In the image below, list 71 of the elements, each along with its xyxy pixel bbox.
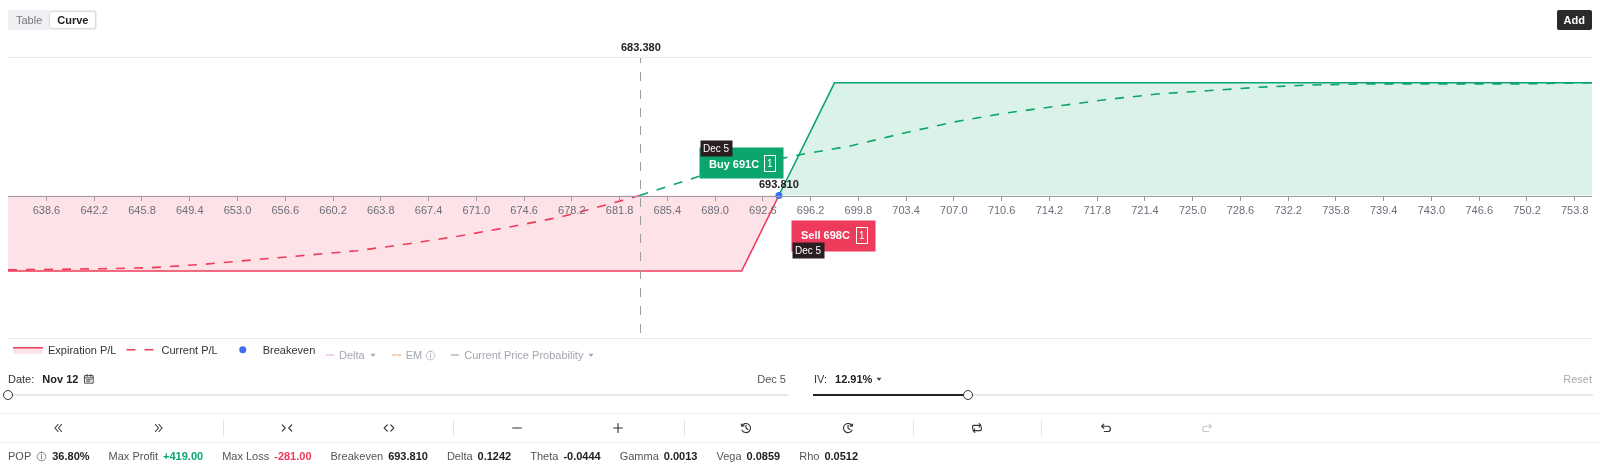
text: Dec 5	[757, 373, 786, 385]
x-tick-label: 642.2	[80, 203, 108, 216]
x-tick-label: 739.4	[1369, 203, 1398, 216]
x-tick-label: 703.4	[892, 203, 920, 216]
text: -0.0444	[563, 450, 601, 462]
x-tick-label: 674.6	[510, 203, 538, 216]
x-tick-label: 649.4	[175, 203, 204, 216]
text: Delta	[446, 450, 473, 462]
text: Vega	[716, 450, 742, 462]
text: Gamma	[619, 450, 659, 462]
legend-label: Current P/L	[161, 343, 218, 356]
x-tick-label: 678.2	[558, 203, 586, 216]
x-tick-label: 743.0	[1417, 203, 1446, 216]
x-tick-label: 750.2	[1513, 203, 1541, 216]
x-tick-label: 689.0	[701, 203, 729, 216]
text: 693.810	[388, 450, 428, 462]
x-tick-label: 681.8	[605, 203, 634, 216]
text: Breakeven	[330, 450, 384, 462]
text: 0.0013	[663, 450, 698, 462]
text: 0.1242	[477, 450, 512, 462]
text: Date:	[8, 373, 35, 385]
x-tick-label: 696.2	[796, 203, 825, 216]
x-tick-label: 667.4	[414, 203, 443, 216]
text: 12.91%	[835, 373, 873, 385]
text: IV:	[814, 373, 828, 385]
x-tick-label: 645.8	[128, 203, 156, 216]
x-tick-label: 735.8	[1322, 203, 1350, 216]
text: -281.00	[274, 450, 312, 462]
x-tick-label: 714.2	[1035, 203, 1064, 216]
segmented-control: Table Curve	[8, 10, 98, 30]
x-tick-label: 725.0	[1178, 203, 1207, 216]
text: +419.00	[163, 450, 204, 462]
x-tick-label: 663.8	[367, 203, 395, 216]
x-tick-label: 699.8	[844, 203, 873, 216]
annotation: 1	[859, 230, 865, 241]
text: 0.0512	[824, 450, 859, 462]
x-tick-label: 717.8	[1083, 203, 1111, 216]
x-tick-label: 732.2	[1274, 203, 1302, 216]
x-tick-label: 638.6	[32, 203, 61, 216]
text: Delta	[339, 349, 365, 361]
text: 36.80%	[52, 450, 90, 462]
annotation: Sell 698C	[801, 229, 850, 241]
x-tick-label: 710.6	[987, 203, 1016, 216]
text: POP	[8, 450, 32, 462]
annotation: Dec 5	[795, 245, 822, 256]
x-tick-label: 707.0	[940, 203, 968, 216]
x-tick-label: 653.0	[223, 203, 252, 216]
button: Add	[1556, 10, 1592, 30]
legend-label: Breakeven	[262, 343, 316, 356]
x-tick-label: 728.6	[1226, 203, 1255, 216]
text: 0.0859	[746, 450, 781, 462]
x-tick-label: 660.2	[319, 203, 347, 216]
text: Current Price Probability	[464, 349, 584, 361]
x-tick-label: 753.8	[1560, 203, 1589, 216]
text: Theta	[530, 450, 559, 462]
x-tick-label: 721.4	[1131, 203, 1159, 216]
legend-label: Expiration P/L	[48, 343, 117, 356]
text: EM	[405, 349, 423, 361]
annotation: Buy 691C	[709, 158, 760, 170]
text: Max Loss	[222, 450, 270, 462]
text: Nov 12	[42, 373, 79, 385]
x-tick-label: 685.4	[653, 203, 682, 216]
annotation: 1	[767, 158, 773, 169]
text: Reset	[1563, 373, 1592, 385]
text: Rho	[799, 450, 820, 462]
text: Max Profit	[108, 450, 159, 462]
x-tick-label: 671.0	[462, 203, 491, 216]
x-tick-label: 746.6	[1465, 203, 1494, 216]
x-tick-label: 656.6	[271, 203, 300, 216]
ref-line-label: 683.380	[621, 41, 661, 53]
annotation: Dec 5	[703, 143, 730, 154]
